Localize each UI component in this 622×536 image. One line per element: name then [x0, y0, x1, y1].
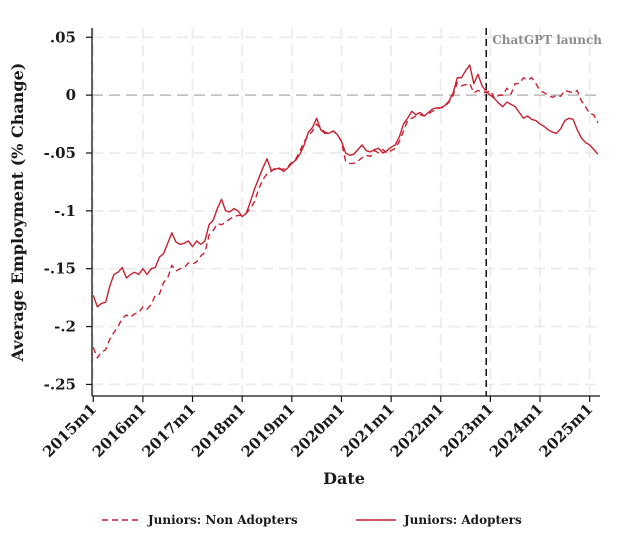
legend-label-non-adopters: Juniors: Non Adopters	[147, 513, 298, 527]
reference-lines	[92, 28, 600, 396]
legend-label-adopters: Juniors: Adopters	[403, 513, 522, 527]
x-tick-label: 2015m1	[39, 400, 100, 461]
x-axis-title: Date	[323, 469, 365, 488]
series-line-adopters	[92, 64, 599, 308]
x-tick-label: 2023m1	[436, 400, 497, 461]
x-tick-label: 2021m1	[337, 400, 398, 461]
plot-area	[92, 28, 600, 396]
x-tick-label: 2019m1	[238, 400, 299, 461]
series-line-non-adopters	[92, 77, 599, 359]
axes	[91, 28, 600, 397]
y-axis-ticks: .05 0 -.05 -.1 -.15 -.2 -.25	[44, 28, 92, 393]
plot-background	[92, 28, 600, 396]
y-tick-label: -.15	[44, 260, 76, 278]
y-tick-label: .05	[50, 28, 76, 46]
y-tick-label: 0	[66, 86, 76, 104]
y-tick-label: -.1	[54, 202, 76, 220]
y-tick-label: -.25	[44, 375, 76, 393]
y-tick-label: -.05	[44, 144, 76, 162]
gridlines	[92, 28, 600, 396]
x-tick-label: 2024m1	[486, 400, 547, 461]
y-tick-label: -.2	[54, 318, 76, 336]
x-tick-label: 2020m1	[287, 400, 348, 461]
chatgpt-launch-annotation: ChatGPT launch	[492, 33, 602, 47]
x-tick-label: 2017m1	[138, 400, 199, 461]
x-tick-label: 2018m1	[188, 400, 249, 461]
series-lines	[92, 64, 599, 359]
legend: Juniors: Non Adopters Juniors: Adopters	[102, 513, 522, 527]
x-tick-label: 2016m1	[89, 400, 150, 461]
y-axis-title: Average Employment (% Change)	[8, 63, 27, 363]
x-tick-label: 2025m1	[536, 400, 597, 461]
x-tick-label: 2022m1	[387, 400, 448, 461]
x-axis-ticks: 2015m12016m12017m12018m12019m12020m12021…	[39, 396, 596, 461]
